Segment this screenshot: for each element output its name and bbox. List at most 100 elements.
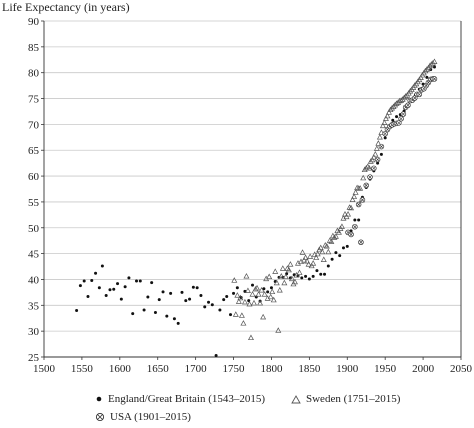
data-point-triangle <box>342 210 348 217</box>
grid-lines <box>44 20 461 332</box>
x-tick-label: 2000 <box>412 363 435 375</box>
data-point-dot <box>127 276 131 280</box>
data-point-triangle <box>352 189 359 195</box>
data-point-dot <box>330 257 334 261</box>
data-point-dot <box>131 312 135 316</box>
data-point-dot <box>225 295 229 299</box>
data-point-triangle <box>331 234 338 240</box>
data-point-triangle <box>325 248 332 255</box>
data-point-dot <box>304 274 308 278</box>
data-point-triangle <box>373 145 380 151</box>
dot-marker-icon <box>96 396 102 402</box>
data-point-dot <box>262 287 266 291</box>
data-point-dot <box>97 286 101 290</box>
data-point-dot <box>146 295 150 299</box>
data-point-triangle <box>247 334 254 341</box>
data-point-triangle <box>254 284 261 291</box>
data-point-triangle <box>402 93 409 99</box>
data-point-dot <box>425 75 429 79</box>
data-point-circled-x <box>355 201 362 208</box>
data-point-triangle <box>301 257 308 263</box>
data-point-triangle <box>266 273 273 280</box>
data-point-dot <box>75 308 79 312</box>
data-point-triangle <box>382 115 389 121</box>
data-point-triangle <box>319 248 326 255</box>
data-point-triangle <box>345 210 352 217</box>
data-point-dot <box>357 218 361 222</box>
data-point-circled-x <box>371 165 377 172</box>
data-point-circled-x <box>405 102 411 109</box>
data-point-triangle <box>241 298 248 305</box>
data-point-dot <box>172 317 176 321</box>
data-point-dot <box>376 161 380 165</box>
data-point-dot <box>326 264 330 268</box>
data-point-dot <box>395 115 399 119</box>
y-tick-label: 55 <box>28 197 40 209</box>
data-point-dot <box>86 295 90 299</box>
data-point-dot <box>199 293 203 297</box>
data-point-triangle <box>379 122 386 129</box>
data-point-triangle <box>275 327 282 333</box>
data-point-triangle <box>390 103 397 109</box>
data-point-dot <box>218 308 222 312</box>
data-point-triangle <box>296 269 303 275</box>
data-point-dot <box>383 136 387 140</box>
data-point-triangle <box>308 262 315 269</box>
data-point-circled-x <box>358 239 364 245</box>
data-point-triangle <box>411 82 418 88</box>
data-point-circled-x <box>363 182 369 189</box>
x-tick-label: 1700 <box>185 363 208 375</box>
data-point-dot <box>108 288 112 292</box>
data-point-dot <box>165 314 169 318</box>
data-point-triangle <box>332 233 339 239</box>
x-tick-label: 1900 <box>336 363 359 375</box>
data-point-dot <box>176 321 180 325</box>
data-point-triangle <box>384 112 391 119</box>
data-point-circled-x <box>352 223 358 230</box>
data-point-triangle <box>375 140 382 146</box>
data-point-dot <box>353 218 357 222</box>
data-point-dot <box>232 291 236 295</box>
data-point-triangle <box>357 185 364 191</box>
y-tick-label: 60 <box>28 171 40 183</box>
data-point-dot <box>150 281 154 285</box>
data-point-triangle <box>237 294 244 301</box>
data-point-dot <box>188 297 192 301</box>
data-points <box>75 58 438 357</box>
x-tick-labels: 1500 1550 1600 1650 1700 1750 1800 1850 1900 1950… <box>33 363 473 375</box>
data-point-dot <box>100 264 104 268</box>
y-tick-label: 85 <box>28 42 40 54</box>
data-point-circled-x <box>398 115 404 122</box>
data-point-dot <box>341 246 345 250</box>
data-point-dot <box>319 272 323 276</box>
data-point-dot <box>184 299 188 303</box>
legend-label-usa: USA (1901–2015) <box>110 411 191 423</box>
legend-label-england: England/Great Britain (1543–2015) <box>108 393 266 405</box>
data-point-dot <box>180 290 184 294</box>
data-point-triangle <box>393 100 400 106</box>
data-point-dot <box>134 279 138 283</box>
data-point-triangle <box>270 296 277 303</box>
data-point-triangle <box>288 275 295 282</box>
data-point-triangle <box>389 105 395 111</box>
data-point-triangle <box>278 273 285 279</box>
data-point-triangle <box>273 279 280 286</box>
data-point-triangle <box>422 67 429 74</box>
data-point-dot <box>334 251 338 255</box>
data-point-circled-x <box>400 111 407 117</box>
y-tick-label: 45 <box>28 249 40 261</box>
data-point-triangle <box>323 243 330 249</box>
data-point-triangle <box>272 268 279 274</box>
data-point-dot <box>214 353 218 357</box>
data-point-triangle <box>363 164 370 171</box>
data-point-triangle <box>235 298 242 304</box>
x-tick-label: 1500 <box>33 363 56 375</box>
life-expectancy-chart: Life Expectancy (in years) 25 30 35 40 45 50 5… <box>2 0 473 375</box>
data-point-dot <box>345 244 349 248</box>
data-point-triangle <box>376 133 383 140</box>
data-point-triangle <box>281 279 288 286</box>
data-point-triangle <box>392 101 399 108</box>
x-tick-label: 1950 <box>374 363 397 375</box>
axes <box>41 20 462 360</box>
data-point-triangle <box>370 154 377 160</box>
